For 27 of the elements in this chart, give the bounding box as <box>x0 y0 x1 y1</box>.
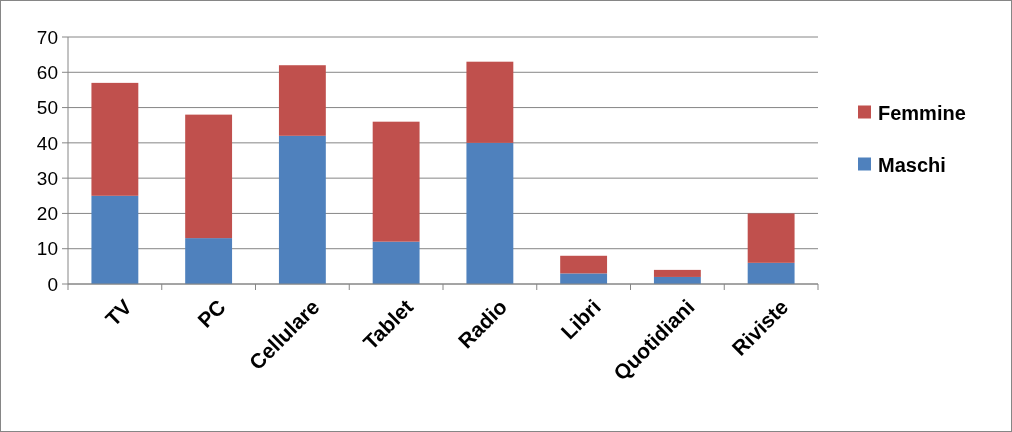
legend-label: Maschi <box>878 153 946 176</box>
bar <box>466 142 514 284</box>
y-tick-label: 0 <box>47 273 58 295</box>
y-tick-label: 10 <box>36 238 58 260</box>
y-tick-label: 40 <box>36 132 58 154</box>
bar <box>747 262 795 284</box>
bar <box>278 135 326 284</box>
bar <box>185 114 233 239</box>
bar <box>560 273 608 284</box>
bar <box>653 269 701 277</box>
bar <box>747 213 795 263</box>
bar <box>185 238 233 284</box>
bar <box>91 82 139 196</box>
bar <box>372 241 420 284</box>
y-tick-label: 50 <box>36 97 58 119</box>
bar <box>91 195 139 284</box>
y-tick-label: 70 <box>36 26 58 48</box>
bar <box>560 255 608 274</box>
y-tick-label: 20 <box>36 203 58 225</box>
y-tick-label: 60 <box>36 61 58 83</box>
x-tick-label: PC <box>192 294 230 332</box>
bar <box>466 61 514 143</box>
x-tick-label: TV <box>100 294 137 331</box>
bar <box>372 121 420 242</box>
y-tick-label: 30 <box>36 167 58 189</box>
bar <box>278 65 326 136</box>
legend-label: Femmine <box>878 101 966 124</box>
